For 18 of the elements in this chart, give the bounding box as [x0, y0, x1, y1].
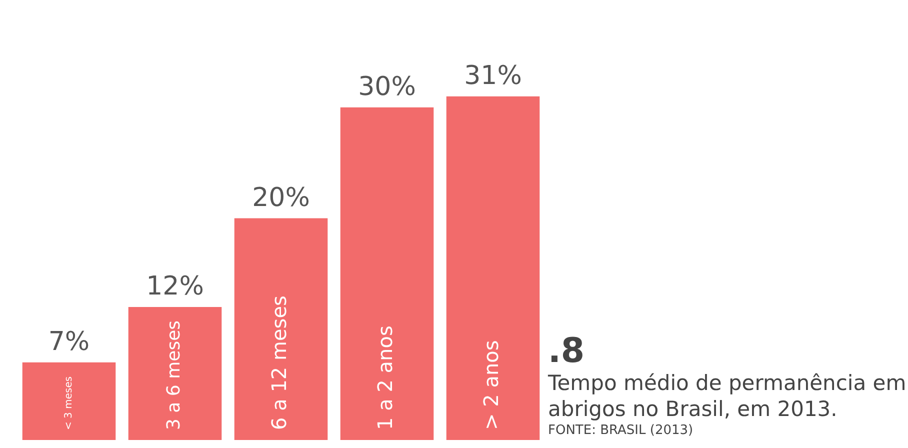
bar — [340, 107, 434, 440]
data-label: 31% — [464, 61, 522, 92]
bar — [446, 96, 540, 440]
x-tick-label: 6 a 12 meses — [267, 296, 292, 430]
x-tick-label: < 3 meses — [64, 376, 75, 430]
data-label: 7% — [48, 327, 90, 358]
source-note: FONTE: BRASIL (2013) — [548, 422, 694, 440]
text: .8 — [548, 331, 586, 371]
text: Tempo médio de permanência em abrigos no Brasil, em 2013. — [548, 370, 908, 422]
bar — [234, 218, 328, 440]
data-label: 12% — [146, 272, 204, 302]
data-label: 30% — [358, 72, 416, 102]
x-tick-label: > 2 anos — [479, 340, 504, 430]
bar — [128, 306, 222, 440]
bar — [22, 362, 116, 440]
data-label: 20% — [252, 183, 310, 214]
x-tick-label: 1 a 2 anos — [373, 326, 398, 430]
x-tick-label: 3 a 6 meses — [164, 320, 185, 430]
